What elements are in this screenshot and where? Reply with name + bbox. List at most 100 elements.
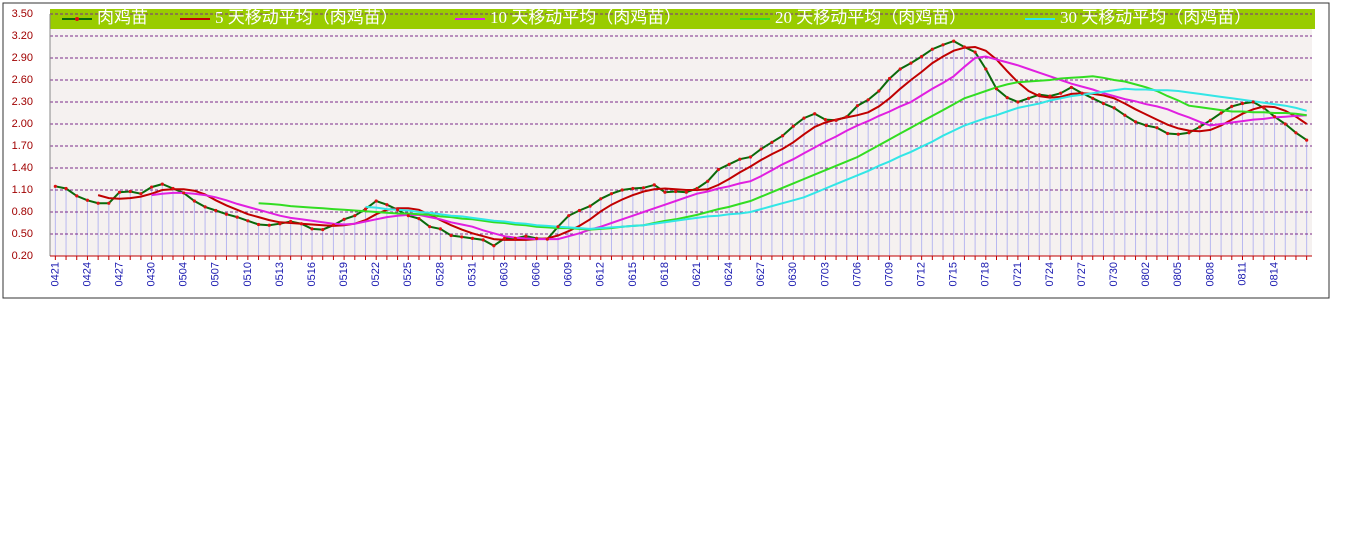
point-marker	[1048, 94, 1052, 98]
point-marker	[962, 45, 967, 49]
point-marker	[96, 201, 100, 205]
point-marker	[353, 214, 357, 218]
legend-marker	[75, 17, 79, 21]
x-tick-label: 0703	[819, 262, 831, 286]
point-marker	[363, 207, 368, 211]
series-line	[365, 87, 1307, 230]
legend-label: 5 天移动平均（肉鸡苗）	[215, 8, 398, 27]
x-tick-label: 0709	[883, 262, 895, 286]
point-marker	[748, 155, 753, 159]
point-marker	[556, 225, 560, 229]
point-marker	[1005, 96, 1009, 100]
point-marker	[246, 219, 250, 223]
point-marker	[1133, 120, 1138, 124]
point-marker	[887, 76, 892, 81]
point-marker	[1080, 91, 1084, 95]
x-tick-label: 0612	[595, 262, 607, 286]
series-line	[97, 45, 1308, 241]
point-marker	[802, 116, 806, 120]
point-marker	[973, 50, 977, 54]
point-marker	[1283, 122, 1287, 126]
point-marker	[310, 227, 314, 231]
point-marker	[481, 238, 485, 242]
y-tick-label: 1.10	[12, 184, 33, 196]
point-marker	[524, 234, 528, 238]
point-marker	[599, 197, 603, 201]
x-tick-label: 0724	[1044, 262, 1056, 286]
point-marker	[1294, 131, 1298, 135]
point-marker	[952, 39, 956, 43]
point-marker	[1240, 101, 1245, 106]
point-marker	[1176, 132, 1180, 136]
x-tick-label: 0424	[81, 262, 93, 286]
point-marker	[855, 104, 860, 108]
point-marker	[1101, 101, 1106, 106]
x-tick-label: 0811	[1236, 262, 1248, 286]
point-marker	[224, 212, 229, 216]
point-marker	[182, 191, 186, 195]
point-marker	[321, 228, 325, 232]
point-marker	[160, 182, 164, 186]
point-marker	[706, 179, 710, 183]
point-marker	[428, 225, 432, 229]
point-marker	[374, 199, 378, 203]
point-marker	[1251, 100, 1255, 104]
point-marker	[984, 67, 988, 71]
point-marker	[845, 115, 849, 119]
point-marker	[1026, 96, 1031, 100]
point-marker	[1219, 111, 1223, 115]
point-marker	[695, 186, 699, 191]
point-marker	[641, 186, 646, 190]
point-marker	[385, 203, 389, 207]
point-marker	[1016, 100, 1020, 104]
point-marker	[1069, 85, 1073, 89]
point-marker	[898, 67, 902, 71]
point-marker	[1166, 131, 1170, 136]
x-tick-label: 0715	[948, 262, 960, 286]
x-tick-label: 0627	[755, 262, 767, 286]
point-marker	[256, 222, 261, 227]
point-marker	[631, 186, 635, 191]
legend-label: 20 天移动平均（肉鸡苗）	[775, 8, 966, 27]
point-marker	[684, 190, 688, 194]
x-tick-label: 0609	[563, 262, 575, 286]
point-marker	[813, 112, 817, 116]
y-tick-label: 2.30	[12, 96, 33, 108]
point-marker	[791, 124, 795, 128]
x-tick-label: 0706	[851, 262, 863, 286]
point-marker	[920, 54, 924, 59]
legend-label: 肉鸡苗	[97, 8, 148, 27]
point-marker	[781, 134, 785, 138]
point-marker	[150, 185, 154, 189]
point-marker	[834, 118, 838, 122]
x-tick-label: 0510	[242, 262, 254, 286]
x-tick-label: 0531	[466, 262, 478, 286]
point-marker	[866, 98, 870, 102]
y-tick-label: 1.40	[12, 162, 33, 174]
x-tick-label: 0603	[498, 262, 510, 286]
x-tick-label: 0718	[980, 262, 992, 286]
point-marker	[1187, 131, 1191, 135]
point-marker	[674, 189, 678, 194]
x-tick-label: 0519	[338, 262, 350, 286]
x-tick-label: 0606	[531, 262, 543, 286]
legend-label: 10 天移动平均（肉鸡苗）	[490, 8, 681, 27]
x-tick-label: 0430	[146, 262, 158, 286]
point-marker	[235, 215, 239, 219]
x-tick-label: 0621	[691, 262, 703, 286]
point-marker	[1123, 113, 1127, 117]
y-tick-label: 3.20	[12, 30, 33, 42]
point-marker	[395, 208, 400, 212]
point-marker	[1091, 96, 1095, 100]
point-marker	[1230, 104, 1234, 108]
x-tick-label: 0528	[434, 262, 446, 286]
series-line	[55, 40, 1308, 247]
x-tick-label: 0618	[659, 262, 671, 286]
point-marker	[588, 204, 592, 208]
point-marker	[663, 190, 667, 194]
point-marker	[171, 186, 175, 191]
x-tick-label: 0427	[113, 262, 125, 286]
point-marker	[823, 118, 827, 122]
series-line	[151, 55, 1307, 241]
point-marker	[770, 140, 774, 144]
